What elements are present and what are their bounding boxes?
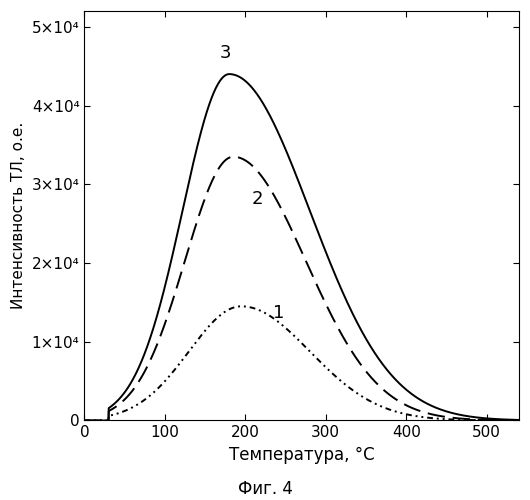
Y-axis label: Интенсивность ТЛ, о.е.: Интенсивность ТЛ, о.е. — [11, 122, 26, 310]
X-axis label: Температура, °C: Температура, °C — [229, 446, 375, 464]
Text: 2: 2 — [252, 190, 263, 208]
Text: Фиг. 4: Фиг. 4 — [237, 480, 293, 498]
Text: 1: 1 — [273, 304, 285, 322]
Text: 3: 3 — [219, 44, 231, 62]
